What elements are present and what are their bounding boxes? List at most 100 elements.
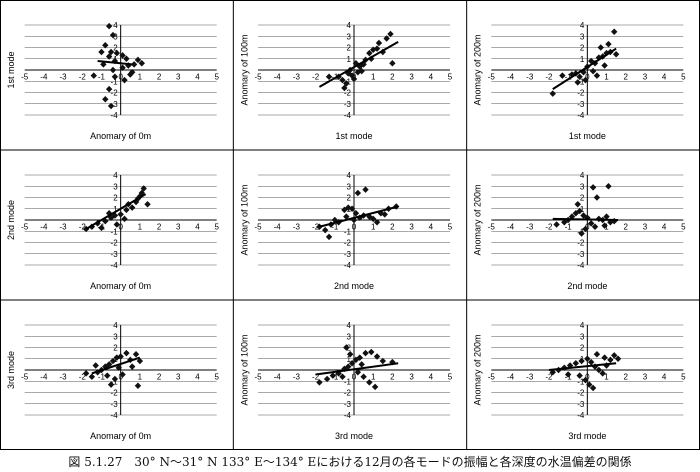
data-point bbox=[611, 28, 618, 35]
data-point bbox=[379, 357, 386, 365]
y-tick-label: 4 bbox=[580, 171, 585, 180]
data-point bbox=[339, 373, 346, 380]
x-tick-label: 5 bbox=[681, 373, 686, 382]
y-tick-label: 2 bbox=[347, 344, 352, 353]
x-tick-label: 5 bbox=[214, 223, 219, 232]
data-point bbox=[107, 381, 115, 388]
x-tick-label: 2 bbox=[157, 223, 162, 232]
x-tick-label: 5 bbox=[214, 73, 219, 82]
x-tick-label: -1 bbox=[98, 73, 106, 82]
y-tick-label: -2 bbox=[344, 239, 352, 248]
data-point bbox=[136, 357, 144, 365]
data-point bbox=[343, 213, 350, 220]
data-point bbox=[389, 60, 396, 67]
x-tick-label: -3 bbox=[60, 223, 68, 232]
data-point bbox=[350, 216, 358, 224]
data-point bbox=[107, 48, 115, 56]
data-point bbox=[109, 31, 117, 39]
data-point bbox=[322, 226, 329, 234]
data-point bbox=[358, 361, 365, 368]
y-tick-label: 3 bbox=[113, 182, 118, 191]
data-point bbox=[584, 214, 591, 221]
data-point bbox=[345, 204, 352, 211]
y-tick-label: 2 bbox=[113, 44, 118, 53]
x-tick-label: -2 bbox=[312, 73, 320, 82]
x-tick-label: -4 bbox=[40, 373, 48, 382]
y-tick-label: -4 bbox=[577, 411, 585, 420]
data-point bbox=[115, 364, 122, 371]
data-point bbox=[601, 62, 608, 69]
data-point bbox=[102, 217, 109, 225]
data-point bbox=[360, 61, 367, 68]
y-tick-label: -4 bbox=[577, 111, 585, 120]
data-point bbox=[589, 67, 597, 75]
data-point bbox=[128, 363, 136, 370]
data-point bbox=[138, 60, 145, 67]
x-tick-label: 3 bbox=[409, 223, 414, 232]
x-tick-label: -2 bbox=[545, 223, 553, 232]
x-tick-label: 0 bbox=[585, 223, 590, 232]
data-point bbox=[92, 362, 99, 369]
x-tick-label: -1 bbox=[331, 223, 339, 232]
y-axis-label: 2nd mode bbox=[6, 200, 16, 240]
x-tick-label: 1 bbox=[604, 223, 609, 232]
y-tick-label: -4 bbox=[111, 411, 119, 420]
data-point bbox=[607, 356, 614, 364]
x-tick-label: 3 bbox=[409, 73, 414, 82]
data-point bbox=[88, 373, 96, 380]
data-point bbox=[362, 349, 369, 357]
x-tick-label: 3 bbox=[176, 73, 181, 82]
data-point bbox=[105, 210, 113, 217]
y-tick-label: -4 bbox=[111, 111, 119, 120]
y-tick-label: 1 bbox=[580, 205, 585, 214]
y-tick-label: -4 bbox=[577, 261, 585, 270]
data-point bbox=[574, 201, 581, 208]
x-tick-label: 0 bbox=[118, 373, 123, 382]
y-tick-label: 1 bbox=[580, 55, 585, 64]
data-point bbox=[605, 183, 612, 190]
data-point bbox=[123, 55, 130, 62]
x-tick-label: 0 bbox=[118, 223, 123, 232]
data-point bbox=[584, 355, 591, 362]
y-tick-label: -3 bbox=[111, 400, 119, 409]
x-tick-label: 3 bbox=[176, 373, 181, 382]
x-axis-label: 2nd mode bbox=[567, 281, 607, 291]
data-point bbox=[134, 382, 142, 389]
y-axis-label: 1st mode bbox=[6, 51, 16, 88]
x-tick-label: -2 bbox=[545, 73, 553, 82]
data-point bbox=[603, 213, 610, 220]
data-point bbox=[329, 372, 337, 379]
y-tick-label: 2 bbox=[580, 44, 585, 53]
y-tick-label: -4 bbox=[344, 261, 352, 270]
x-tick-label: 4 bbox=[662, 73, 667, 82]
data-point bbox=[105, 53, 113, 60]
y-tick-label: 2 bbox=[347, 44, 352, 53]
y-axis-label: Anomary of 100m bbox=[239, 184, 249, 255]
data-point bbox=[356, 354, 363, 361]
regression-line bbox=[97, 60, 133, 66]
y-tick-label: 4 bbox=[113, 171, 118, 180]
data-point bbox=[127, 71, 134, 78]
data-point bbox=[348, 205, 356, 212]
data-point bbox=[90, 72, 97, 79]
x-tick-label: -1 bbox=[565, 223, 573, 232]
y-tick-label: -3 bbox=[344, 100, 352, 109]
data-point bbox=[360, 373, 367, 380]
data-point bbox=[373, 353, 381, 360]
x-tick-label: 3 bbox=[643, 373, 648, 382]
data-point bbox=[140, 185, 147, 192]
data-point bbox=[98, 48, 105, 56]
data-point bbox=[109, 66, 117, 74]
x-tick-label: 3 bbox=[176, 223, 181, 232]
data-point bbox=[582, 376, 589, 384]
data-point bbox=[568, 71, 576, 78]
x-tick-label: 5 bbox=[681, 223, 686, 232]
figure-caption: 図 5.1.27 30° N～31° N 133° E～134° Eにおける12… bbox=[68, 455, 632, 469]
x-tick-label: -2 bbox=[79, 73, 87, 82]
x-tick-label: -3 bbox=[526, 223, 534, 232]
y-tick-label: -3 bbox=[577, 250, 585, 259]
data-point bbox=[111, 212, 119, 219]
x-tick-label: -3 bbox=[526, 373, 534, 382]
